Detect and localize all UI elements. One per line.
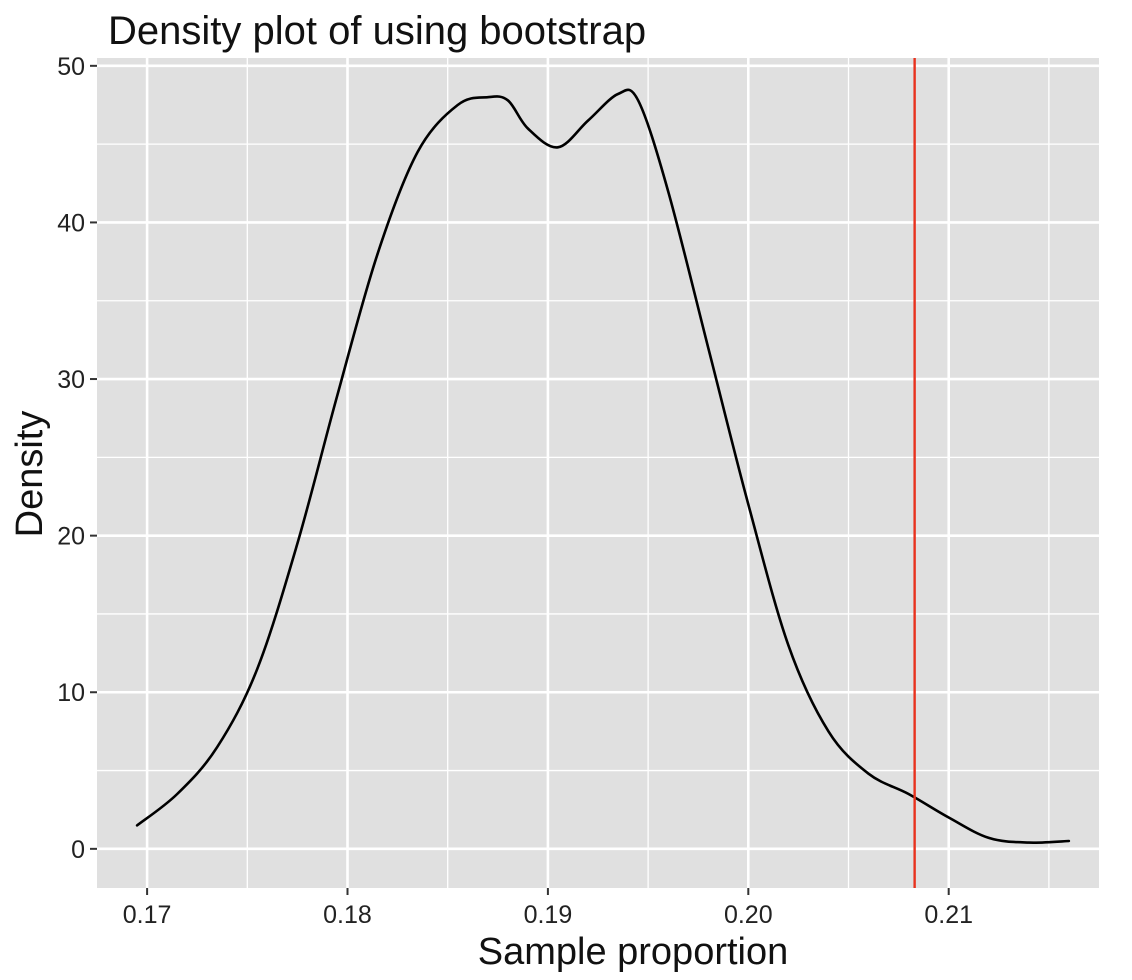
y-tick-label: 0 <box>71 836 85 864</box>
x-tick-label: 0.17 <box>123 901 172 929</box>
x-tick-label: 0.18 <box>323 901 372 929</box>
y-tick-label: 50 <box>57 53 85 81</box>
plot-panel <box>97 58 1099 888</box>
x-axis-title: Sample proportion <box>478 931 789 973</box>
x-tick-label: 0.19 <box>524 901 573 929</box>
grid-minor <box>97 58 1099 888</box>
grid-major <box>97 58 1099 888</box>
chart-title: Density plot of using bootstrap <box>108 9 646 53</box>
x-tick-label: 0.20 <box>724 901 773 929</box>
y-tick-label: 10 <box>57 679 85 707</box>
y-axis-ticks <box>90 64 97 850</box>
y-tick-label: 20 <box>57 523 85 551</box>
x-tick-label: 0.21 <box>924 901 973 929</box>
x-axis-tick-labels: 0.17 0.18 0.19 0.20 0.21 <box>123 901 973 929</box>
x-axis-ticks <box>146 888 950 895</box>
density-curve <box>135 88 1071 844</box>
y-axis-title: Density <box>9 411 51 538</box>
y-axis-tick-labels: 0 10 20 30 40 50 <box>57 53 85 864</box>
y-tick-label: 30 <box>57 366 85 394</box>
y-tick-label: 40 <box>57 209 85 237</box>
